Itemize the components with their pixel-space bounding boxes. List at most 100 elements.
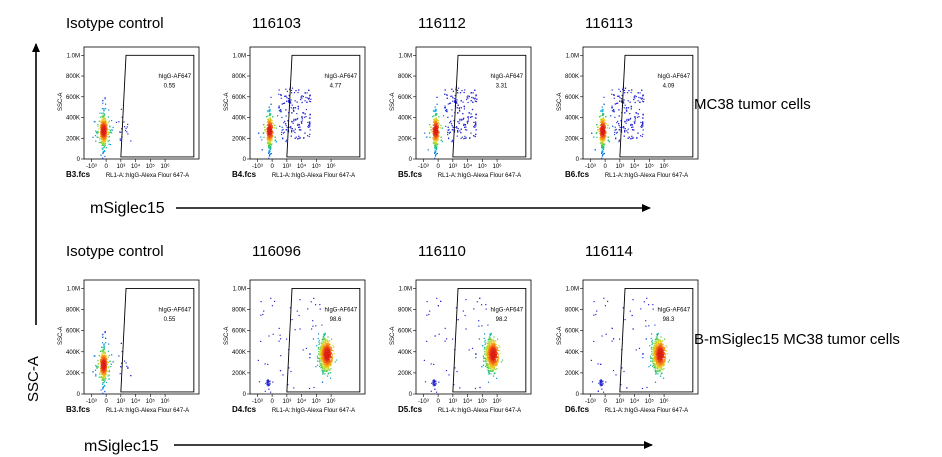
event-dot: [633, 129, 635, 131]
event-dot: [599, 127, 601, 129]
event-dot: [93, 355, 95, 357]
x-tick-label: 10⁵: [146, 163, 156, 170]
gate-polygon: [120, 287, 195, 393]
event-dot: [322, 335, 324, 337]
event-dot: [311, 328, 313, 330]
event-dot: [273, 127, 275, 129]
event-dot: [267, 143, 269, 145]
event-dot: [297, 108, 299, 110]
event-dot: [454, 126, 456, 128]
event-dot: [315, 366, 317, 368]
event-dot: [433, 136, 435, 138]
event-dot: [105, 369, 107, 371]
event-dot: [258, 132, 260, 134]
event-dot: [470, 113, 472, 115]
event-dot: [103, 366, 105, 368]
event-dot: [457, 131, 459, 133]
gate-value: 4.09: [663, 83, 675, 89]
event-dot: [103, 126, 105, 128]
event-dot: [462, 113, 464, 115]
event-dot: [453, 101, 456, 103]
event-dot: [454, 101, 456, 103]
event-dot: [112, 361, 114, 363]
event-dot: [104, 140, 106, 142]
event-dot: [110, 363, 112, 365]
event-dot: [627, 132, 629, 134]
y-tick-label: 0: [576, 157, 580, 163]
event-dot: [105, 356, 107, 358]
event-dot: [119, 139, 121, 141]
event-dot: [434, 118, 436, 120]
event-dot: [271, 122, 273, 124]
event-dot: [267, 140, 269, 142]
event-dot: [269, 123, 271, 125]
event-dot: [110, 131, 112, 133]
event-dot: [622, 101, 625, 103]
event-dot: [623, 99, 625, 101]
event-dot: [92, 136, 94, 138]
event-dot: [101, 359, 103, 361]
event-dot: [101, 131, 103, 133]
x-tick-label: 10⁴: [297, 163, 307, 170]
event-dot: [457, 130, 459, 132]
event-dot: [434, 151, 436, 153]
event-dot: [270, 139, 272, 141]
event-dot: [447, 116, 449, 118]
event-dot: [623, 89, 626, 91]
event-dot: [436, 126, 438, 128]
event-dot: [108, 367, 110, 369]
event-dot: [98, 363, 100, 365]
event-dot: [269, 142, 271, 144]
event-dot: [285, 109, 287, 111]
event-dot: [104, 379, 106, 381]
event-dot: [434, 109, 436, 111]
event-dot: [601, 109, 603, 111]
event-dot: [304, 100, 306, 102]
event-dot: [473, 135, 475, 137]
event-dot: [429, 136, 431, 138]
event-dot: [104, 98, 106, 100]
event-dot: [456, 107, 458, 109]
event-dot: [438, 131, 440, 133]
event-dot: [294, 107, 297, 109]
event-dot: [280, 338, 282, 340]
event-dot: [435, 145, 437, 147]
event-dot: [300, 98, 302, 101]
event-dot: [267, 139, 269, 141]
event-dot: [452, 129, 454, 131]
event-dot: [105, 103, 107, 105]
event-dots: [257, 297, 338, 393]
event-dot: [324, 333, 326, 335]
event-dot: [637, 116, 639, 118]
event-dot: [433, 119, 435, 121]
event-dot: [319, 342, 321, 344]
event-dot: [444, 110, 447, 112]
event-dot: [98, 141, 100, 144]
event-dot: [426, 136, 428, 138]
event-dot: [268, 146, 270, 148]
event-dot: [435, 119, 437, 121]
event-dot: [121, 128, 123, 130]
event-dot: [271, 120, 273, 122]
event-dot: [600, 118, 602, 120]
event-dot: [308, 135, 310, 138]
event-dot: [101, 136, 103, 138]
event-dot: [104, 129, 106, 131]
event-dot: [624, 112, 626, 114]
event-dot: [101, 364, 103, 366]
event-dot: [614, 129, 616, 131]
event-dot: [316, 364, 319, 366]
file-name: B4.fcs: [232, 170, 257, 179]
event-dot: [602, 138, 604, 140]
event-dot: [614, 131, 616, 133]
event-dot: [473, 121, 475, 123]
event-dot: [293, 107, 295, 109]
event-dot: [607, 136, 609, 138]
event-dot: [271, 130, 273, 132]
event-dot: [632, 126, 634, 128]
event-dot: [435, 133, 437, 135]
event-dot: [603, 124, 605, 127]
event-dot: [108, 136, 110, 138]
event-dot: [103, 140, 105, 142]
event-dot: [602, 127, 604, 129]
